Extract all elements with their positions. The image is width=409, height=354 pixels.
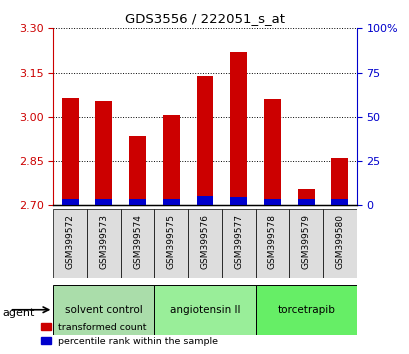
Bar (230, 52, 247, 205)
FancyBboxPatch shape (221, 209, 255, 278)
FancyBboxPatch shape (188, 209, 221, 278)
FancyBboxPatch shape (289, 209, 322, 278)
Text: GSM399573: GSM399573 (99, 215, 108, 269)
Text: GSM399576: GSM399576 (200, 215, 209, 269)
Text: torcetrapib: torcetrapib (276, 305, 334, 315)
Bar (129, 199, 146, 205)
FancyBboxPatch shape (87, 209, 120, 278)
Bar (230, 197, 247, 205)
FancyBboxPatch shape (322, 209, 356, 278)
Legend: transformed count, percentile rank within the sample: transformed count, percentile rank withi… (38, 319, 222, 349)
FancyBboxPatch shape (154, 285, 255, 335)
Text: GSM399577: GSM399577 (234, 215, 243, 269)
Text: GSM399572: GSM399572 (65, 215, 74, 269)
Bar (129, 136, 146, 205)
Bar (330, 199, 347, 205)
FancyBboxPatch shape (255, 209, 289, 278)
FancyBboxPatch shape (53, 285, 154, 335)
Bar (330, 158, 347, 205)
FancyBboxPatch shape (154, 209, 188, 278)
FancyBboxPatch shape (120, 209, 154, 278)
FancyBboxPatch shape (255, 285, 356, 335)
Bar (62, 98, 79, 205)
Text: angiotensin II: angiotensin II (169, 305, 240, 315)
Bar (95, 199, 112, 205)
FancyBboxPatch shape (53, 209, 87, 278)
Bar (263, 199, 280, 205)
Text: GSM399578: GSM399578 (267, 215, 276, 269)
Text: solvent control: solvent control (65, 305, 142, 315)
Bar (196, 75, 213, 205)
Bar (263, 99, 280, 205)
Text: GDS3556 / 222051_s_at: GDS3556 / 222051_s_at (125, 12, 284, 25)
Text: GSM399575: GSM399575 (166, 215, 175, 269)
Bar (162, 199, 179, 205)
Text: GSM399574: GSM399574 (133, 215, 142, 269)
Text: agent: agent (2, 308, 34, 318)
Text: GSM399580: GSM399580 (335, 215, 344, 269)
Text: GSM399579: GSM399579 (301, 215, 310, 269)
Bar (62, 199, 79, 205)
Bar (297, 189, 314, 205)
Bar (95, 101, 112, 205)
Bar (162, 115, 179, 205)
Bar (196, 196, 213, 205)
Bar (297, 199, 314, 205)
